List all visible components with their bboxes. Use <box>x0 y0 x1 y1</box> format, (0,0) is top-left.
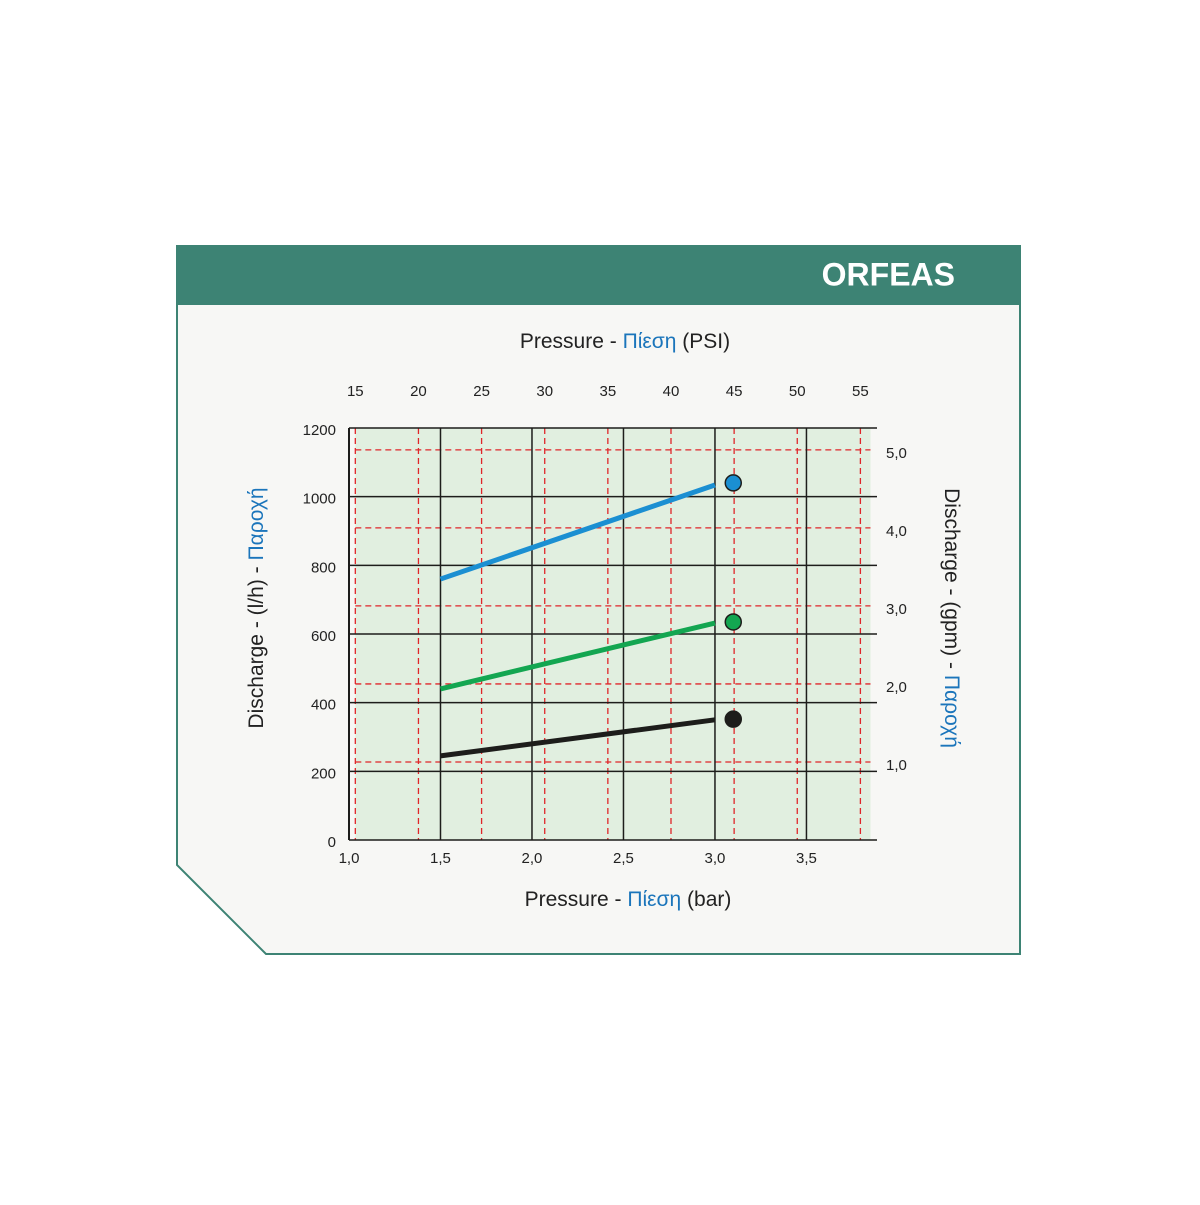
x2-axis-label-accent: Πίεση <box>623 330 677 353</box>
x-tick-label: 2,0 <box>522 850 543 867</box>
series-line <box>440 717 716 759</box>
y-tick-label: 1200 <box>303 422 336 439</box>
x2-tick-label: 25 <box>473 383 490 400</box>
y-tick-label: 200 <box>311 765 336 782</box>
x2-axis-label-suffix: (PSI) <box>682 330 730 353</box>
x2-tick-label: 15 <box>347 383 364 400</box>
y2-tick-label: 2,0 <box>886 679 907 696</box>
x2-tick-label: 30 <box>536 383 553 400</box>
x-tick-label: 1,0 <box>339 850 360 867</box>
y2-tick-label: 3,0 <box>886 601 907 618</box>
y-axis-label: Discharge - (l/h) - Παροχή <box>245 487 268 728</box>
series-marker <box>724 474 743 492</box>
x2-tick-label: 45 <box>726 383 743 400</box>
x-tick-label: 1,5 <box>430 850 451 867</box>
x-axis-label-prefix: Pressure - <box>525 888 622 911</box>
y-tick-label: 600 <box>311 628 336 645</box>
x2-axis-label: Pressure - Πίεση (PSI) <box>520 330 730 353</box>
y2-tick-label: 1,0 <box>886 757 907 774</box>
x-axis-label-accent: Πίεση <box>627 888 681 911</box>
x2-tick-label: 35 <box>600 383 617 400</box>
x-axis-label: Pressure - Πίεση (bar) <box>525 888 732 911</box>
y-tick-label: 1000 <box>303 491 336 508</box>
y-tick-label: 800 <box>311 559 336 576</box>
y-tick-label: 0 <box>328 834 336 851</box>
x2-tick-label: 50 <box>789 383 806 400</box>
x2-axis-label-prefix: Pressure - <box>520 330 617 353</box>
y2-axis-label-accent: Παροχή <box>940 675 963 748</box>
series-line <box>439 620 716 692</box>
x-tick-label: 3,5 <box>796 850 817 867</box>
series-marker <box>724 613 743 631</box>
y2-axis-label: Discharge - (gpm) - Παροχή <box>940 488 963 748</box>
header <box>177 246 1020 305</box>
x-axis-label-suffix: (bar) <box>687 888 731 911</box>
y-axis-label-prefix: Discharge - (l/h) - <box>245 566 268 728</box>
x-tick-label: 2,5 <box>613 850 634 867</box>
x2-tick-label: 40 <box>663 383 680 400</box>
series-line <box>439 482 716 582</box>
y2-tick-label: 5,0 <box>886 445 907 462</box>
y-axis-label-accent: Παροχή <box>245 487 268 560</box>
x2-tick-label: 55 <box>852 383 869 400</box>
x2-tick-label: 20 <box>410 383 427 400</box>
chart-title: ORFEAS <box>822 256 955 292</box>
x-tick-label: 3,0 <box>705 850 726 867</box>
y2-tick-label: 4,0 <box>886 523 907 540</box>
y2-axis-label-prefix: Discharge - (gpm) - <box>940 488 963 669</box>
series-marker <box>724 710 743 728</box>
y-tick-label: 400 <box>311 697 336 714</box>
